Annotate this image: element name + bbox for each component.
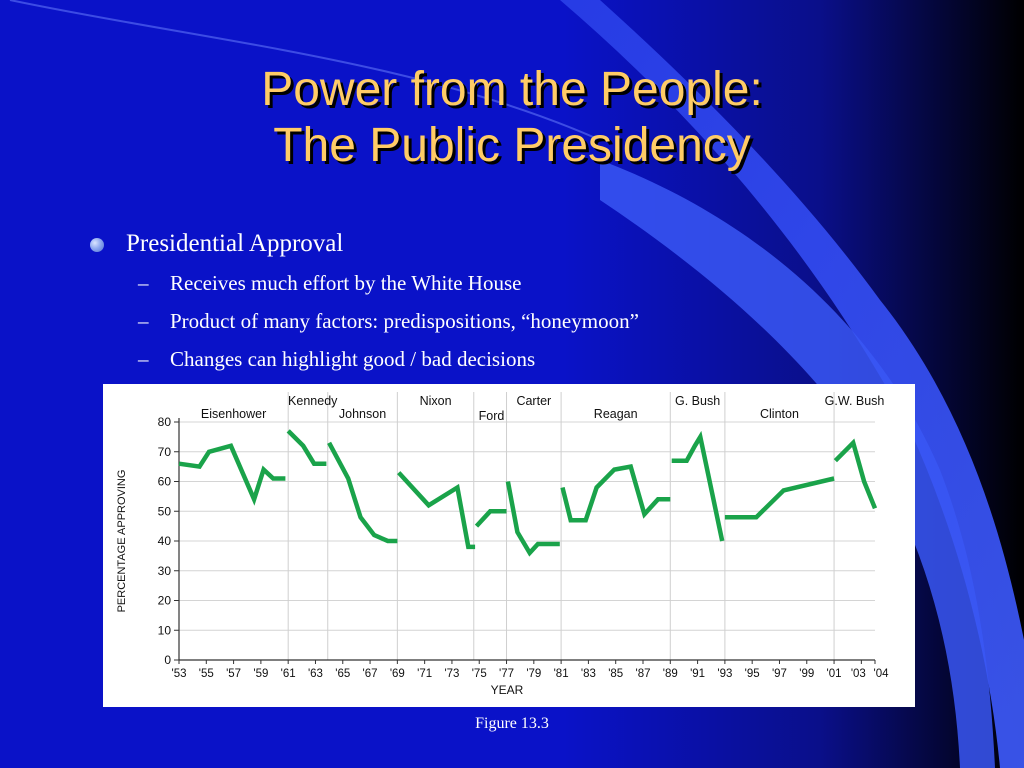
approval-line-series (397, 471, 476, 550)
sub-bullet-item: – Product of many factors: predispositio… (88, 302, 639, 340)
x-tick-label: '63 (308, 668, 323, 680)
president-label: Reagan (594, 407, 638, 421)
y-tick-label: 0 (164, 653, 171, 667)
approval-chart-svg: 0 10 20 30 40 50 60 70 80 '53 '55 '57 '59 '61 '63 '65 '6… (116, 392, 890, 697)
approval-line-series (833, 438, 878, 510)
y-axis-title: PERCENTAGE APPROVING (116, 470, 128, 613)
x-tick-label: '61 (281, 668, 296, 680)
y-tick-label: 50 (158, 504, 172, 518)
y-tick-label: 20 (158, 594, 172, 608)
dash-icon: – (138, 309, 149, 333)
approval-line-series (671, 430, 725, 542)
x-tick-label: '01 (827, 668, 842, 680)
y-tick-label: 40 (158, 534, 172, 548)
slide-title-line2: The Public Presidency (273, 119, 751, 172)
x-tick-label: '99 (799, 668, 814, 680)
y-tick-label: 80 (158, 415, 172, 429)
bullet-list: Presidential Approval – Receives much ef… (88, 228, 639, 378)
president-label: Kennedy (288, 394, 338, 408)
approval-line-series (560, 464, 671, 523)
approval-line-series (474, 509, 507, 528)
x-tick-label: '04 (874, 668, 890, 680)
x-tick-label: '69 (390, 668, 405, 680)
x-tick-label: '57 (226, 668, 241, 680)
president-label: Johnson (339, 407, 386, 421)
president-label: G.W. Bush (825, 394, 885, 408)
slide-title-line1: Power from the People: (261, 63, 763, 116)
y-tick-label: 30 (158, 564, 172, 578)
president-label: G. Bush (675, 394, 720, 408)
sub-bullet-text: Receives much effort by the White House (170, 271, 522, 295)
president-label: Nixon (420, 394, 452, 408)
x-tick-label: '71 (417, 668, 432, 680)
approval-line-series (505, 481, 560, 557)
figure-caption: Figure 13.3 (475, 715, 549, 732)
x-tick-label: '93 (717, 668, 732, 680)
x-tick-label: '77 (499, 668, 514, 680)
x-tick-label: '95 (745, 668, 760, 680)
x-tick-label: '89 (663, 668, 678, 680)
approval-chart: 0 10 20 30 40 50 60 70 80 '53 '55 '57 '59 '61 '63 '65 '6… (103, 384, 915, 707)
x-tick-label: '81 (554, 668, 569, 680)
x-tick-label: '75 (472, 668, 487, 680)
sub-bullet-item: – Receives much effort by the White Hous… (88, 264, 639, 302)
x-axis-title: YEAR (491, 683, 524, 697)
y-tick-label: 70 (158, 445, 172, 459)
x-tick-label: '79 (526, 668, 541, 680)
approval-line-series (286, 429, 327, 466)
x-tick-label: '85 (608, 668, 623, 680)
approval-line-series (327, 441, 398, 544)
x-tick-label: '65 (335, 668, 350, 680)
bullet-item: Presidential Approval (88, 228, 639, 260)
sub-bullet-text: Changes can highlight good / bad decisio… (170, 347, 536, 371)
x-tick-label: '59 (253, 668, 268, 680)
x-tick-label: '67 (363, 668, 378, 680)
president-label: Clinton (760, 407, 799, 421)
x-tick-label: '55 (199, 668, 214, 680)
president-label: Ford (479, 409, 505, 423)
x-tick-label: '87 (636, 668, 651, 680)
y-tick-label: 60 (158, 475, 172, 489)
bullet-dot-icon (90, 238, 104, 252)
slide-title: Power from the People: The Public Presid… (0, 62, 1024, 174)
president-label: Eisenhower (201, 407, 266, 421)
x-tick-label: '73 (444, 668, 459, 680)
approval-line-series (178, 443, 286, 506)
sub-bullet-item: – Changes can highlight good / bad decis… (88, 340, 639, 378)
x-tick-label: '83 (581, 668, 596, 680)
x-tick-label: '97 (772, 668, 787, 680)
y-tick-label: 10 (158, 623, 172, 637)
sub-bullet-text: Product of many factors: predispositions… (170, 309, 639, 333)
bullet-text: Presidential Approval (126, 230, 344, 257)
x-tick-label: '03 (851, 668, 866, 680)
x-tick-label: '91 (690, 668, 705, 680)
dash-icon: – (138, 271, 149, 295)
president-label: Carter (516, 394, 551, 408)
approval-line-series (724, 476, 835, 520)
x-tick-label: '53 (172, 668, 187, 680)
dash-icon: – (138, 347, 149, 371)
